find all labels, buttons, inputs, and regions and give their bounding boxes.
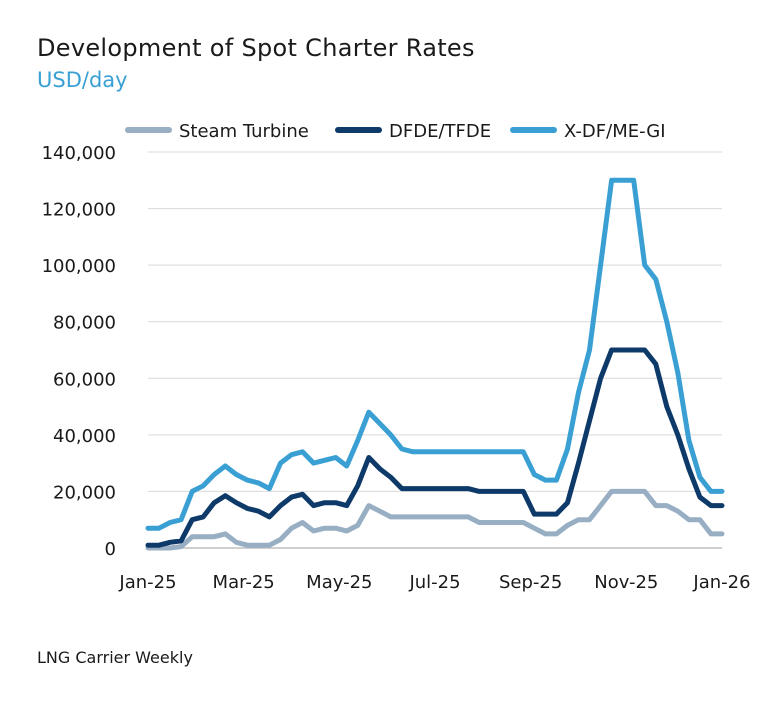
legend: Steam Turbine DFDE/TFDE X-DF/ME-GI [125,121,666,142]
series-line-dfde-tfde [145,347,725,548]
y-tick-label: 80,000 [53,313,116,334]
y-tick-label: 100,000 [42,256,116,277]
x-axis-ticks: Jan-25 Mar-25 May-25 Jul-25 Sep-25 Nov-25 Jan-… [118,572,750,593]
gridlines [148,151,722,549]
series-lines [145,177,725,551]
y-tick-label: 40,000 [53,426,116,447]
y-tick-label: 60,000 [53,369,116,390]
legend-label: Steam Turbine [179,121,309,142]
x-tick-label: Mar-25 [213,572,275,593]
x-tick-label: Jan-26 [692,572,750,593]
x-tick-label: Sep-25 [499,572,562,593]
y-tick-label: 0 [105,539,116,560]
x-tick-label: Nov-25 [594,572,658,593]
y-axis-ticks: 0 20,000 40,000 60,000 80,000 100,000 120,000 1… [42,143,116,560]
x-tick-label: May-25 [306,572,372,593]
y-tick-label: 140,000 [42,143,116,164]
legend-label: DFDE/TFDE [389,121,491,142]
x-tick-label: Jan-25 [118,572,176,593]
chart-title: Development of Spot Charter Rates [37,34,475,62]
series-line-x-df-me-gi [145,177,725,531]
y-tick-label: 120,000 [42,200,116,221]
legend-label: X-DF/ME-GI [564,121,666,142]
y-tick-label: 20,000 [53,482,116,503]
source-note: LNG Carrier Weekly [37,648,193,667]
series-line-steam-turbine [145,488,725,551]
x-tick-label: Jul-25 [408,572,460,593]
chart-subtitle: USD/day [37,68,128,92]
